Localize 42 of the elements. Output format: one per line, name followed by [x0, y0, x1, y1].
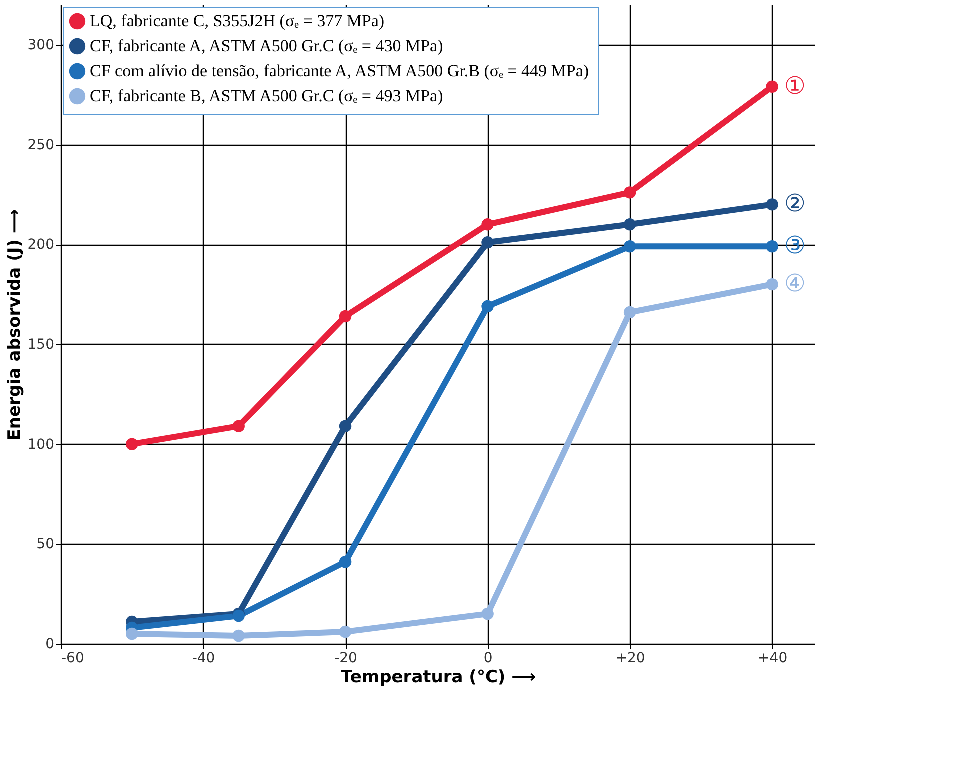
point	[624, 186, 636, 199]
annotation: ②	[784, 190, 806, 218]
point	[482, 236, 494, 249]
y-tick-label: 150	[28, 336, 54, 353]
point	[766, 240, 778, 253]
point	[766, 198, 778, 211]
x-tick-label: -60	[62, 650, 84, 666]
legend-label: CF, fabricante A, ASTM A500 Gr.C (σₑ = 430 MPa)	[90, 36, 444, 56]
legend-label: CF, fabricante B, ASTM A500 Gr.C (σₑ = 493 MPa)	[90, 86, 444, 106]
legend-label: LQ, fabricante C, S355J2H (σₑ = 377 MPa)	[90, 12, 385, 30]
y-tick-label: 300	[28, 37, 54, 54]
x-axis-title: Temperatura (°C) ⟶	[341, 668, 536, 688]
x-tick-label: +20	[616, 650, 646, 666]
point	[339, 310, 352, 323]
legend-label: CF com alívio de tensão, fabricante A, ASTM A500 Gr.B (σₑ = 449 MPa)	[90, 62, 590, 80]
point	[126, 628, 138, 640]
point	[766, 278, 778, 291]
annotation: ①	[784, 72, 806, 100]
point	[624, 306, 636, 319]
point	[339, 420, 352, 432]
point	[482, 608, 494, 620]
y-axis-title: Energia absorvida (J) ⟶	[4, 209, 25, 441]
x-tick-label: -20	[334, 650, 358, 666]
y-tick-label: 100	[28, 436, 54, 453]
point	[624, 240, 636, 253]
point	[482, 218, 494, 231]
point	[339, 626, 352, 638]
point	[126, 438, 138, 450]
point	[624, 218, 636, 231]
y-tick-label: 250	[28, 137, 54, 154]
x-tick-label: -40	[192, 650, 216, 666]
point	[232, 420, 245, 432]
point	[232, 630, 245, 642]
y-tick-label: 50	[36, 536, 54, 553]
x-tick-label: 0	[484, 650, 493, 666]
y-tick-label: 0	[46, 636, 54, 652]
point	[766, 80, 778, 93]
point	[339, 556, 352, 568]
annotation: ④	[784, 270, 806, 298]
point	[482, 300, 494, 313]
x-tick-label: +40	[758, 650, 788, 666]
y-tick-label: 200	[28, 237, 54, 254]
